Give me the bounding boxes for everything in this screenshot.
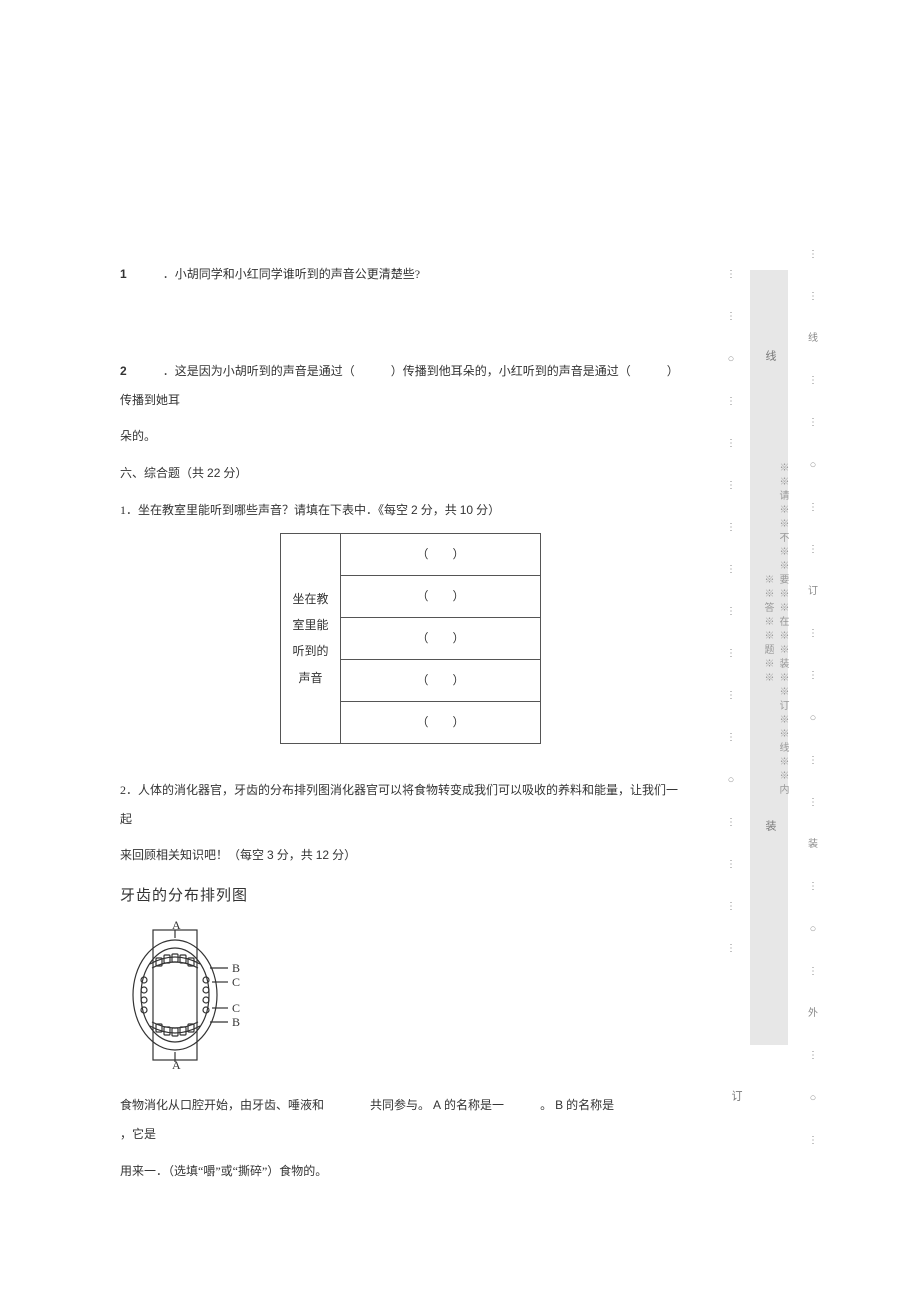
q1-sep: ． (163, 267, 175, 281)
table-cell[interactable]: （ ） (341, 617, 541, 659)
s6-q2-line1: 2．人体的消化器官，牙齿的分布排列图消化器官可以将食物转变成我们可以吸收的养料和… (120, 776, 680, 834)
outer-label: 外 (808, 1009, 818, 1019)
gutter-char-zhuang: 装 (762, 820, 778, 841)
fill-t2: 共同参与。 (370, 1098, 430, 1112)
s6-q1: 1．坐在教室里能听到哪些声音？请填在下表中．《每空 2 分，共 10 分） (120, 496, 680, 525)
teeth-label-C-bot: C (232, 1001, 240, 1015)
outer-label: 订 (808, 587, 818, 597)
teeth-diagram: A B C C B A (120, 920, 250, 1070)
s6q1-per: 2 (411, 503, 418, 517)
fill-t4: 。 (540, 1098, 552, 1112)
s6q2-text1: 人体的消化器官，牙齿的分布排列图消化器官可以将食物转变成我们可以吸收的养料和能量… (120, 783, 678, 826)
question-2-line2: 朵的。 (120, 422, 680, 451)
gutter: ⋮⋮○⋮⋮⋮⋮⋮⋮⋮⋮⋮○⋮⋮⋮⋮ ※※请※※不※※要※※在※※装※※订※※线※… (720, 0, 920, 1301)
teeth-label-B-bot: B (232, 1015, 240, 1029)
sound-table: 坐在教室里能听到的声音 （ ） （ ） （ ） （ ） （ ） (280, 533, 541, 744)
q1-text: 小胡同学和小红同学谁听到的声音公更清楚些? (175, 267, 420, 281)
fill-A: A (433, 1098, 441, 1112)
fill-t1: 食物消化从口腔开始，由牙齿、唾液和 (120, 1098, 324, 1112)
question-1: 1 ．小胡同学和小红同学谁听到的声音公更清楚些? (120, 260, 680, 289)
spacer (120, 756, 680, 776)
s6q2-mid: 分，共 (274, 848, 316, 862)
fill-t3: 的名称是一 (444, 1098, 504, 1112)
dot-column-outer: ⋮⋮线⋮⋮○⋮⋮订⋮⋮○⋮⋮装⋮○⋮外⋮○⋮ (808, 250, 818, 1178)
q2-sep: ． (163, 364, 175, 378)
fill-line-2: 用来一．（选填“嚼”或“撕碎”）食物的。 (120, 1157, 680, 1186)
s6q1-total: 10 (460, 503, 473, 517)
section-6-label: 六、综合题（共 (120, 466, 207, 480)
teeth-label-C-top: C (232, 975, 240, 989)
dot-column-inner: ⋮⋮○⋮⋮⋮⋮⋮⋮⋮⋮⋮○⋮⋮⋮⋮ (726, 270, 736, 986)
gutter-inner-text: ※※请※※不※※要※※在※※装※※订※※线※※内※※答※※题※※ (760, 460, 790, 800)
section-6-pts: 22 (207, 466, 220, 480)
fill-t5: 的名称是 (566, 1098, 614, 1112)
outer-label: 线 (808, 334, 818, 344)
teeth-label-B-top: B (232, 961, 240, 975)
s6q2-text2: 来回顾相关知识吧！（每空 (120, 848, 267, 862)
fill-B: B (555, 1098, 563, 1112)
s6q1-mid: 分，共 (418, 503, 460, 517)
question-2: 2 ．这是因为小胡听到的声音是通过（）传播到他耳朵的，小红听到的声音是通过（）传… (120, 357, 680, 415)
gutter-bottom-char: 订 (728, 1090, 744, 1111)
s6q1-text: 坐在教室里能听到哪些声音？请填在下表中．《每空 (138, 503, 411, 517)
q2-mid: ）传播到他耳朵的，小红听到的声音是通过（ (391, 364, 631, 378)
outer-label: 装 (808, 840, 818, 850)
table-cell[interactable]: （ ） (341, 533, 541, 575)
s6q2-num: 2． (120, 783, 138, 797)
s6q2-per: 3 (267, 848, 274, 862)
page: 1 ．小胡同学和小红同学谁听到的声音公更清楚些? 2 ．这是因为小胡听到的声音是… (0, 0, 920, 1301)
table-cell[interactable]: （ ） (341, 659, 541, 701)
blank-space (120, 297, 680, 357)
q2-number: 2 (120, 364, 127, 378)
content-area: 1 ．小胡同学和小红同学谁听到的声音公更清楚些? 2 ．这是因为小胡听到的声音是… (120, 260, 680, 1193)
fill-t7: 用来一．（选填“嚼”或“撕碎”）食物的。 (120, 1164, 327, 1178)
s6q2-after: 分） (329, 848, 356, 862)
section-6-heading: 六、综合题（共 22 分） (120, 459, 680, 488)
table-cell[interactable]: （ ） (341, 701, 541, 743)
s6-q2-line2: 来回顾相关知识吧！（每空 3 分，共 12 分） (120, 841, 680, 870)
teeth-label-A-top: A (172, 920, 181, 932)
s6q2-total: 12 (316, 848, 329, 862)
teeth-title: 牙齿的分布排列图 (120, 878, 680, 914)
sound-table-wrap: 坐在教室里能听到的声音 （ ） （ ） （ ） （ ） （ ） (280, 533, 680, 744)
q1-number: 1 (120, 267, 127, 281)
table-header: 坐在教室里能听到的声音 (281, 533, 341, 743)
fill-t6: ，它是 (120, 1127, 156, 1141)
table-cell[interactable]: （ ） (341, 575, 541, 617)
s6q1-num: 1． (120, 503, 138, 517)
gutter-char-line: 线 (762, 350, 778, 371)
fill-line-1: 食物消化从口腔开始，由牙齿、唾液和 共同参与。 A 的名称是一 。 B 的名称是… (120, 1091, 680, 1149)
teeth-label-A-bot: A (172, 1058, 181, 1070)
section-6-after: 分） (220, 466, 247, 480)
q2-pre: 这是因为小胡听到的声音是通过（ (175, 364, 355, 378)
s6q1-after: 分） (473, 503, 500, 517)
